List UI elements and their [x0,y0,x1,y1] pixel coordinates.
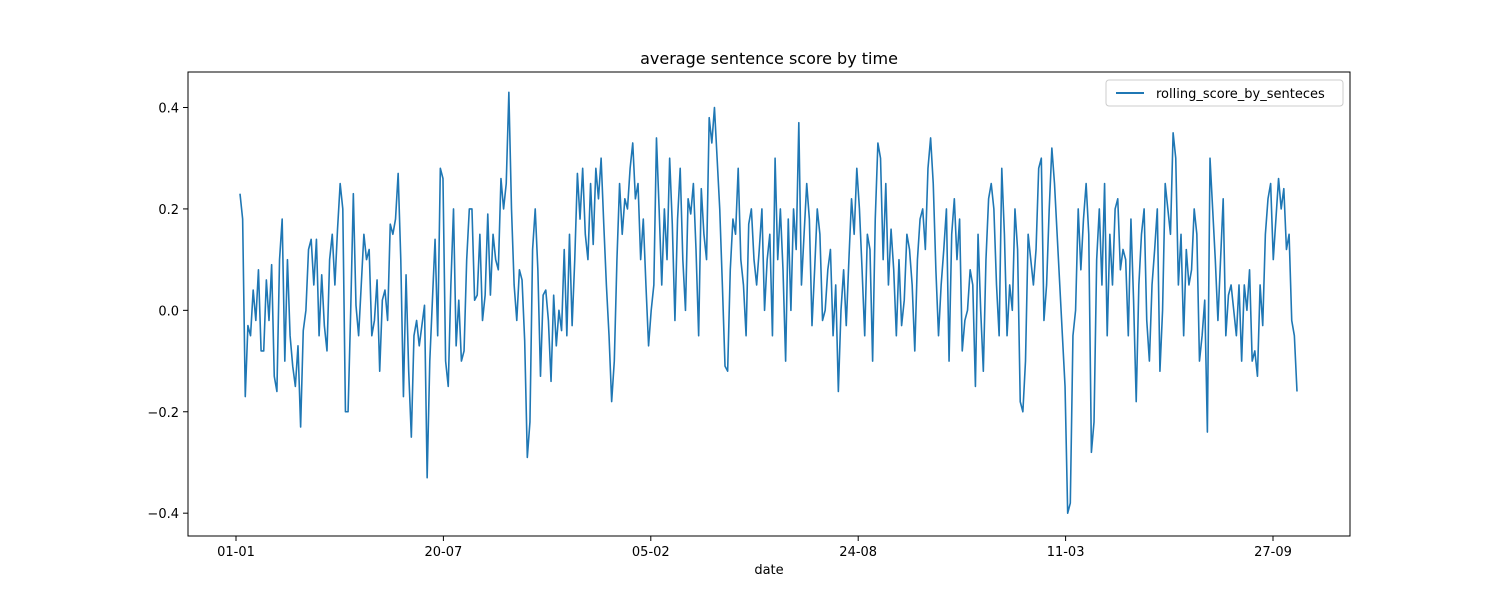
y-tick-label: 0.2 [158,203,179,218]
legend-label: rolling_score_by_senteces [1156,87,1325,102]
y-tick-label: 0.4 [158,101,179,116]
y-tick-label: −0.4 [147,507,179,522]
plot-area [188,72,1350,536]
x-tick-label: 20-07 [425,545,463,560]
plot-frame [187,71,1351,537]
legend-box [1105,79,1344,107]
x-tick-label: 27-09 [1254,545,1292,560]
plot-layer [239,91,1298,514]
y-axis: −0.4 −0.2 0.0 0.2 0.4 [147,101,188,522]
x-axis-label: date [754,563,783,578]
x-tick-label: 24-08 [839,545,877,560]
series-line-rolling-score [239,91,1298,514]
x-tick-label: 05-02 [632,545,670,560]
y-tick-label: −0.2 [147,406,179,421]
y-tick-label: 0.0 [158,304,179,319]
x-tick-label: 01-01 [217,545,255,560]
x-axis: 01-01 20-07 05-02 24-08 11-03 27-09 [217,536,1292,560]
chart-title: average sentence score by time [640,49,898,68]
x-tick-label: 11-03 [1047,545,1085,560]
legend: rolling_score_by_senteces [1105,79,1344,107]
